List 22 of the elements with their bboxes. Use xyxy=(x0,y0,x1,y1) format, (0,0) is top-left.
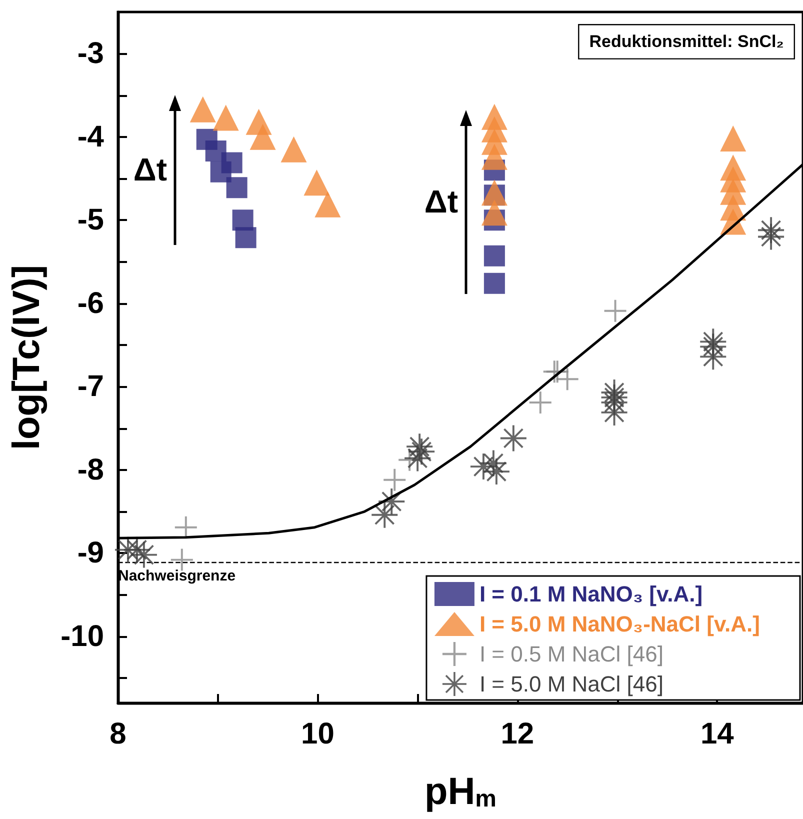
y-tick-label: -8 xyxy=(77,453,104,486)
annotation: Reduktionsmittel: SnCl₂ xyxy=(589,32,784,52)
y-tick-label: -10 xyxy=(60,620,104,653)
legend-label: I = 0.1 M NaNO₃ [v.A.] xyxy=(479,582,703,606)
y-tick-label: -6 xyxy=(77,286,104,320)
x-tick-label: 14 xyxy=(700,718,734,750)
annotation: Δt xyxy=(424,184,458,220)
annotation: Δt xyxy=(133,152,167,188)
y-tick-label: -3 xyxy=(77,37,104,70)
legend-label: I = 5.0 M NaCl [46] xyxy=(479,672,664,696)
ref-line-label: Nachweisgrenze xyxy=(118,567,236,584)
y-tick-label: -9 xyxy=(77,536,104,570)
x-tick-label: 8 xyxy=(110,718,126,750)
y-tick-label: -5 xyxy=(77,204,104,237)
y-tick-label: -7 xyxy=(77,370,104,404)
legend-label: I = 0.5 M NaCl [46] xyxy=(479,642,664,666)
legend-label: I = 5.0 M NaNO₃-NaCl [v.A.] xyxy=(479,612,760,636)
x-tick-label: 12 xyxy=(500,718,534,750)
x-tick-label: 10 xyxy=(301,718,334,750)
y-tick-label: -4 xyxy=(77,120,104,154)
y-axis-title: log[Tc(IV)] xyxy=(6,264,48,450)
x-axis-title: pHm xyxy=(424,771,496,813)
